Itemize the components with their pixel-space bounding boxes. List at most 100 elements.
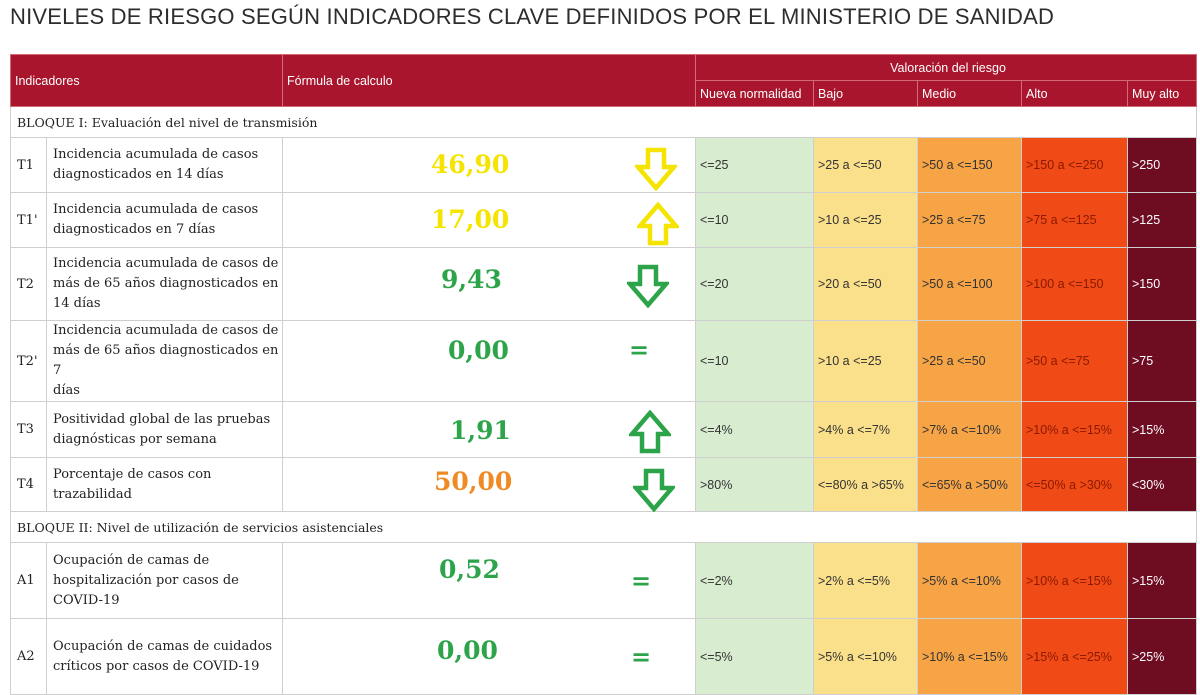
formula-cell: 0,52 = [282, 542, 696, 619]
level-alto: <=50% a >30% [1021, 457, 1128, 512]
level-muy-alto: >150 [1126, 247, 1198, 321]
indicator-name: Incidencia acumulada de casos diagnostica… [46, 192, 283, 248]
level-medio: >50 a <=150 [917, 137, 1022, 193]
indicator-code: A1 [10, 542, 47, 619]
header-formula: Fórmula de calculo [282, 54, 696, 107]
level-muy-alto: >25% [1126, 618, 1198, 695]
level-bajo: >10 a <=25 [813, 192, 918, 248]
level-medio: <=65% a >50% [917, 457, 1022, 512]
level-medio: >10% a <=15% [917, 618, 1022, 695]
level-nueva-normalidad: <=2% [695, 542, 814, 619]
indicator-value: 0,52 [439, 555, 500, 584]
indicator-name: Incidencia acumulada de casos de más de 6… [46, 320, 283, 402]
table-row: T4 Porcentaje de casos con trazabilidad 50,… [10, 457, 1198, 513]
level-alto: >10% a <=15% [1021, 401, 1128, 458]
level-nueva-normalidad: <=20 [695, 247, 814, 321]
indicator-name-line: Incidencia acumulada de casos [53, 147, 259, 162]
indicator-value: 17,00 [431, 205, 510, 234]
level-muy-alto: >15% [1126, 542, 1198, 619]
level-medio: >25 a <=50 [917, 320, 1022, 402]
level-alto: >100 a <=150 [1021, 247, 1128, 321]
table-row: A1 Ocupación de camas de hospitalización p… [10, 542, 1198, 619]
header-level-medio: Medio [917, 80, 1022, 107]
level-alto: >15% a <=25% [1021, 618, 1128, 695]
level-nueva-normalidad: <=10 [695, 192, 814, 248]
indicator-value: 1,91 [450, 416, 511, 445]
level-bajo: >20 a <=50 [813, 247, 918, 321]
indicator-name-line: COVID-19 [53, 592, 120, 608]
indicator-code: A2 [10, 618, 47, 695]
indicator-value: 46,90 [431, 150, 510, 179]
risk-table: Indicadores Fórmula de calculo Valoració… [9, 54, 1198, 695]
level-medio: >25 a <=75 [917, 192, 1022, 248]
indicator-name-line: diagnosticados en 7 días [53, 222, 216, 237]
arrow-up-icon [635, 201, 681, 250]
header-valoracion: Valoración del riesgo [694, 54, 1198, 81]
indicator-name: Positividad global de las pruebas diagnós… [46, 401, 283, 458]
level-alto: >10% a <=15% [1021, 542, 1128, 619]
indicator-code: T2' [10, 320, 47, 402]
header-level-muy-alto: Muy alto [1126, 80, 1198, 107]
equal-icon: = [631, 643, 652, 671]
indicator-code: T3 [10, 401, 47, 458]
header-level-nueva-normalidad: Nueva normalidad [695, 80, 814, 107]
arrow-down-icon [625, 264, 671, 312]
level-muy-alto: >15% [1126, 401, 1198, 458]
formula-cell: 0,00 = [282, 320, 696, 402]
indicator-name: Ocupación de camas de hospitalización por… [46, 542, 283, 619]
arrow-down-icon [633, 147, 679, 195]
table-row: T1 Incidencia acumulada de casos diagnosti… [10, 137, 1198, 195]
level-nueva-normalidad: <=10 [695, 320, 814, 402]
formula-cell: 17,00 [282, 192, 696, 250]
level-muy-alto: <30% [1126, 457, 1198, 512]
table-row: T1' Incidencia acumulada de casos diagnost… [10, 192, 1198, 250]
block-label: BLOQUE II: Nivel de utilización de servi… [9, 511, 1198, 543]
indicator-name-line: Incidencia acumulada de casos de [53, 323, 279, 338]
level-nueva-normalidad: <=25 [695, 137, 814, 193]
level-nueva-normalidad: <=4% [695, 401, 814, 458]
indicator-name-line: 14 días [53, 296, 101, 311]
indicator-name-line: Porcentaje de casos con [53, 466, 212, 482]
level-medio: >5% a <=10% [917, 542, 1022, 619]
block-row: BLOQUE II: Nivel de utilización de servi… [9, 511, 1198, 543]
level-muy-alto: >125 [1126, 192, 1198, 248]
indicator-name-line: Positividad global de las pruebas [53, 411, 271, 427]
indicator-value: 0,00 [448, 336, 509, 365]
indicator-value: 50,00 [434, 467, 513, 496]
indicator-value: 9,43 [441, 265, 502, 294]
indicator-name-line: Ocupación de camas de cuidados [53, 638, 273, 654]
level-bajo: >25 a <=50 [813, 137, 918, 193]
level-alto: >75 a <=125 [1021, 192, 1128, 248]
header-indicadores: Indicadores [10, 54, 283, 107]
level-nueva-normalidad: <=5% [695, 618, 814, 695]
indicator-code: T1 [10, 137, 47, 193]
table-row: T2' Incidencia acumulada de casos de más d… [10, 320, 1198, 402]
table-row: A2 Ocupación de camas de cuidados críticos… [10, 618, 1198, 695]
indicator-name-line: críticos por casos de COVID-19 [53, 658, 260, 674]
level-alto: >150 a <=250 [1021, 137, 1128, 193]
formula-cell: 46,90 [282, 137, 696, 195]
header-level-bajo: Bajo [813, 80, 918, 107]
block-label: BLOQUE I: Evaluación del nivel de transm… [9, 106, 1198, 138]
indicator-name-line: Incidencia acumulada de casos [53, 202, 259, 217]
indicator-name-line: días [53, 383, 80, 398]
indicator-name: Incidencia acumulada de casos diagnostica… [46, 137, 283, 193]
level-medio: >7% a <=10% [917, 401, 1022, 458]
indicator-code: T2 [10, 247, 47, 321]
level-medio: >50 a <=100 [917, 247, 1022, 321]
header-level-alto: Alto [1021, 80, 1128, 107]
table-row: T3 Positividad global de las pruebas diagn… [10, 401, 1198, 458]
indicator-name-line: más de 65 años diagnosticados en 7 [53, 343, 279, 378]
indicator-code: T1' [10, 192, 47, 248]
indicator-name-line: hospitalización por casos de [53, 572, 239, 588]
equal-icon: = [631, 567, 652, 595]
indicator-code: T4 [10, 457, 47, 512]
level-bajo: >5% a <=10% [813, 618, 918, 695]
formula-cell: 9,43 [282, 247, 696, 321]
indicator-name-line: Incidencia acumulada de casos de [53, 256, 279, 271]
indicator-name-line: Ocupación de camas de [53, 552, 210, 568]
arrow-up-icon [627, 409, 673, 458]
page-title: NIVELES DE RIESGO SEGÚN INDICADORES CLAV… [10, 4, 1055, 29]
indicator-name: Ocupación de camas de cuidados críticos p… [46, 618, 283, 695]
level-nueva-normalidad: >80% [695, 457, 814, 512]
